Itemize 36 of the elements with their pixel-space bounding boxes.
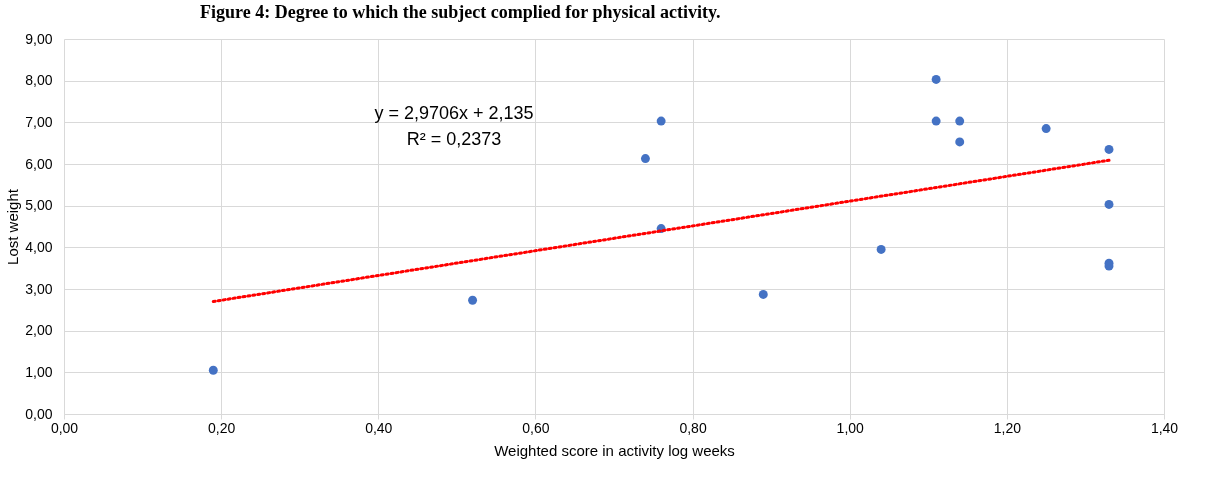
- y-axis-title: Lost weight: [4, 188, 22, 265]
- point: [468, 295, 478, 305]
- x-tick-label: 0,20: [208, 419, 236, 436]
- y-tick-label: 5,00: [25, 197, 53, 214]
- y-tick-label: 3,00: [25, 280, 53, 297]
- y-tick-label: 4,00: [25, 238, 53, 255]
- point: [955, 116, 965, 126]
- point: [876, 244, 886, 254]
- x-tick-label: 1,00: [836, 419, 865, 436]
- x-tick-label: 0,00: [50, 419, 79, 436]
- y-tick-label: 0,00: [25, 405, 53, 422]
- chart-title: Figure 4: Degree to which the subject complied for physical activity.: [200, 2, 722, 24]
- y-tick-label: 7,00: [25, 113, 53, 130]
- point: [931, 74, 941, 84]
- annotation: R² = 0,2373: [406, 129, 502, 149]
- x-tick-label: 1,40: [1150, 419, 1179, 436]
- x-tick-label: 0,80: [679, 419, 707, 436]
- x-axis-title: Weighted score in activity log weeks: [494, 441, 735, 459]
- point: [931, 116, 941, 126]
- point: [656, 116, 666, 126]
- y-tick-label: 2,00: [25, 322, 53, 339]
- annotation: y = 2,9706x + 2,135: [374, 103, 534, 123]
- y-tick-label: 9,00: [25, 30, 53, 47]
- point: [640, 154, 650, 164]
- x-tick-label: 1,20: [993, 419, 1022, 436]
- point: [1041, 124, 1051, 134]
- y-tick-label: 1,00: [25, 363, 53, 380]
- point: [208, 365, 218, 375]
- point: [758, 289, 768, 299]
- y-tick-label: 6,00: [25, 155, 53, 172]
- x-tick-label: 0,40: [365, 419, 393, 436]
- x-tick-label: 0,60: [522, 419, 550, 436]
- point: [955, 137, 965, 147]
- point: [1104, 144, 1114, 154]
- y-tick-label: 8,00: [25, 72, 53, 89]
- point: [1104, 199, 1114, 209]
